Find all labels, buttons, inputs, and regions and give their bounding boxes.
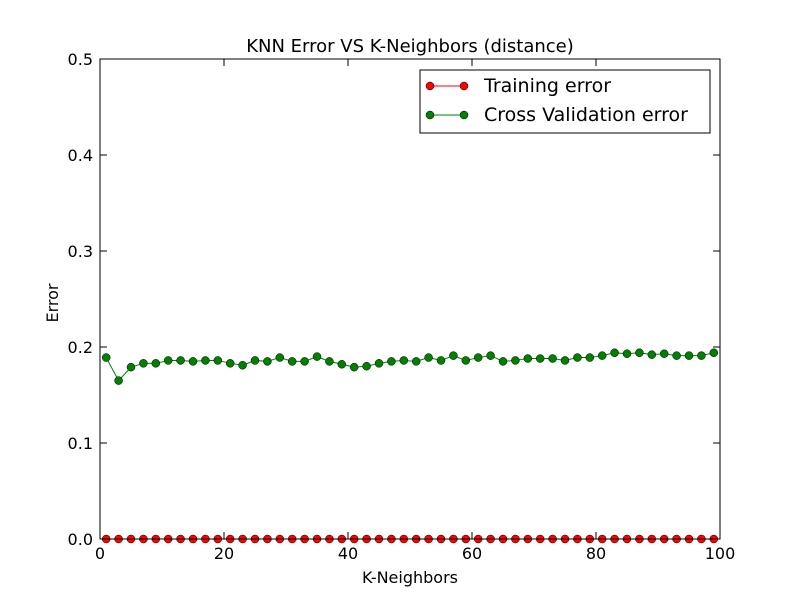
series-1-point [163,356,173,365]
series-1-point [275,353,285,362]
series-1-point [449,351,458,360]
legend: Training error Cross Validation error [419,69,711,134]
x-axis-label: K-Neighbors [362,568,458,587]
x-tick-label: 40 [338,544,358,563]
x-tick-label: 80 [586,544,606,563]
chart-title: KNN Error VS K-Neighbors (distance) [246,36,574,57]
x-tick-label: 0 [95,544,105,563]
series-1-point [300,357,309,366]
series-1-point [473,353,483,362]
legend-label-cv: Cross Validation error [484,104,688,126]
series-1-point [585,353,595,362]
y-tick-label: 0.5 [68,50,93,69]
series-1-point [635,348,644,358]
series-1-point [709,348,719,358]
y-tick-label: 0.1 [68,434,93,453]
series-1-point [114,376,123,385]
series-1-point [436,356,446,365]
series-1-point [374,359,384,368]
x-tick-label: 100 [705,544,736,563]
series-1-point [498,357,508,366]
series-1-point [238,360,247,370]
series-1-point [176,356,185,365]
series-1-point [287,357,297,366]
series-1-point [349,362,359,372]
series-1-point [151,359,161,368]
series-1-point [263,357,272,366]
y-tick-label: 0.3 [68,242,93,261]
x-tick-label: 60 [462,544,482,563]
series-1-point [659,349,669,358]
series-1-point [647,350,657,359]
series-1-point [399,356,409,365]
series-1-point [225,359,235,368]
series-1-point [213,356,223,365]
series-1-point [411,357,421,366]
series-1-point [126,362,136,372]
series-1-point [337,360,347,369]
series-1-point [560,356,570,365]
series-1-point [523,354,533,363]
series-1-point [697,351,706,360]
series-1-point [250,356,260,365]
y-tick-label: 0.4 [68,146,93,165]
series-1-point [486,351,495,360]
series-1-point [424,353,433,362]
series-1-point [387,357,396,366]
series-1-point [312,352,322,361]
series-1-point [362,361,371,371]
x-tick-label: 20 [214,544,234,563]
series-1-point [101,353,111,362]
legend-marker-cv [459,110,469,120]
legend-box [419,69,711,134]
series-1-point [535,354,545,363]
series-1-point [548,354,557,363]
plot-frame [99,58,721,540]
series-1-point [610,348,619,358]
series-1-point [461,356,471,365]
y-tick-label: 0.2 [68,338,93,357]
legend-label-training: Training error [483,75,611,97]
series-1-point [672,351,681,360]
legend-marker-training [459,81,469,91]
y-tick-label: 0.0 [68,530,93,549]
series-1-point [622,349,632,358]
series-1-point [573,353,582,362]
series-1-point [201,356,210,365]
series-1-point [188,357,198,366]
legend-marker-training [425,81,435,91]
series-1-point [597,351,607,360]
series-1-point [325,357,334,366]
y-axis-label: Error [43,283,62,322]
series-1-point [139,359,148,368]
legend-marker-cv [425,110,435,120]
series-1-point [511,356,520,365]
series-1-point [684,351,694,360]
